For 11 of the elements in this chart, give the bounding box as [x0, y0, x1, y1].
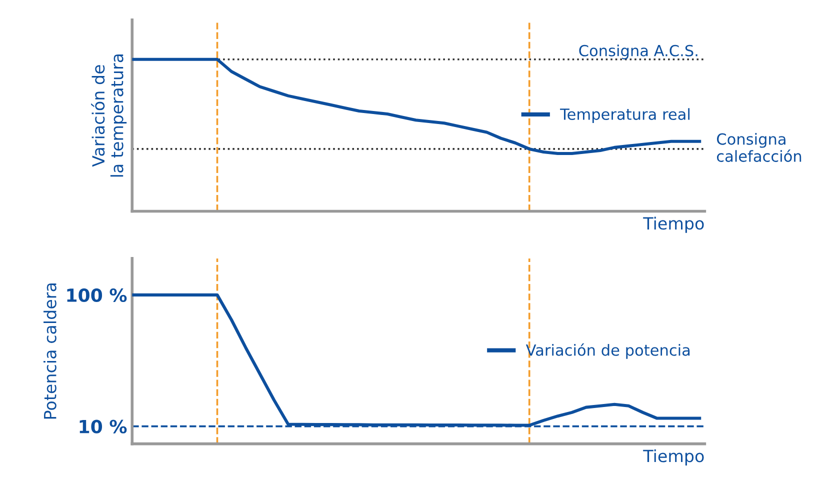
legend-label: Temperatura real — [560, 108, 690, 123]
y-axis-title: Variación de la temperatura — [91, 54, 127, 177]
ref-line-label: Consigna A.C.S. — [579, 44, 698, 60]
x-axis-title: Tiempo — [643, 449, 704, 466]
y-tick-label: 100 % — [67, 288, 127, 302]
x-axis-title: Tiempo — [643, 216, 704, 233]
y-axis-title: Potencia caldera — [44, 284, 56, 419]
ref-line-label: Consigna calefacción — [716, 133, 802, 162]
y-tick-label: 10 % — [80, 420, 127, 434]
line-series — [132, 293, 702, 427]
legend-label: Variación de potencia — [526, 343, 690, 359]
